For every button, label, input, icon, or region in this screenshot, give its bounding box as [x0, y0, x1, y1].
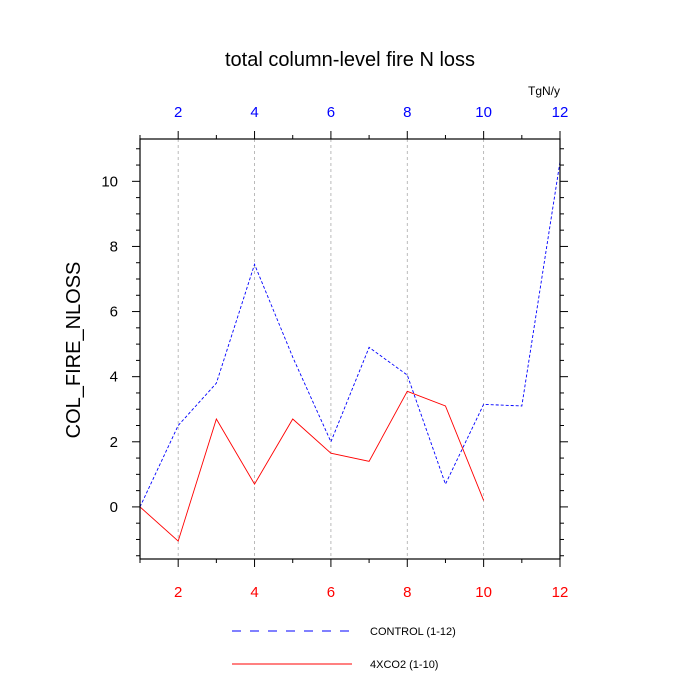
x-tick-label-top: 6 — [327, 104, 335, 121]
x-tick-label-bottom: 2 — [174, 584, 182, 601]
y-tick-label: 2 — [110, 434, 118, 451]
y-axis-label: COL_FIRE_NLOSS — [63, 262, 85, 439]
x-tick-label-top: 8 — [403, 104, 411, 121]
x-tick-label-top: 4 — [250, 104, 258, 121]
y-tick-label: 4 — [110, 369, 118, 386]
legend-label: 4XCO2 (1-10) — [370, 659, 438, 671]
series-line — [139, 161, 561, 508]
x-tick-label-top: 2 — [174, 104, 182, 121]
series-line — [139, 390, 485, 542]
legend-label: CONTROL (1-12) — [370, 626, 456, 638]
y-tick-label: 6 — [110, 304, 118, 321]
x-tick-label-bottom: 8 — [403, 584, 411, 601]
x-tick-label-top: 12 — [552, 104, 569, 121]
series-lines — [139, 161, 561, 542]
x-tick-label-bottom: 12 — [552, 584, 569, 601]
y-tick-label: 8 — [110, 238, 118, 255]
gridlines — [177, 139, 485, 559]
axis-ticks: 2 2 4 4 6 6 8 8 10 10 12 12 0 2 4 6 8 10 — [101, 104, 568, 601]
y-tick-label: 0 — [110, 499, 118, 516]
plot-frame — [139, 138, 561, 560]
chart-title: total column-level fire N loss — [225, 49, 475, 71]
x-tick-label-bottom: 10 — [475, 584, 492, 601]
units-label: TgN/y — [528, 84, 560, 98]
y-tick-label: 10 — [101, 173, 118, 190]
x-tick-label-top: 10 — [475, 104, 492, 121]
x-tick-label-bottom: 6 — [327, 584, 335, 601]
legend: CONTROL (1-12) 4XCO2 (1-10) — [232, 626, 456, 671]
x-tick-label-bottom: 4 — [250, 584, 258, 601]
